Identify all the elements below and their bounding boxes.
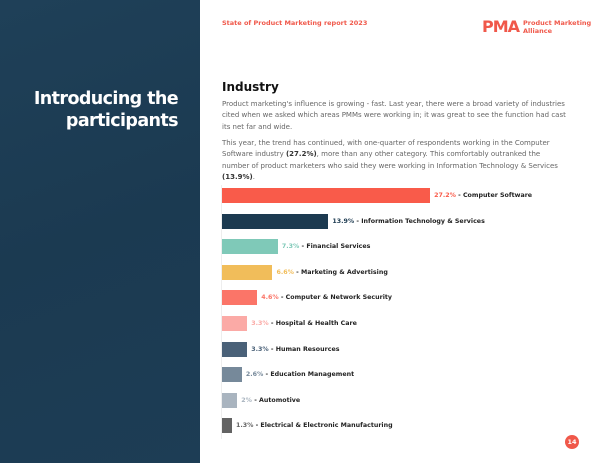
bar [222,213,329,229]
chart-row: 1.3% - Electrical & Electronic Manufactu… [222,418,393,434]
paragraph: Product marketing's influence is growing… [222,100,566,131]
chart-row: 2% - Automotive [222,392,301,408]
chart-row: 27.2% - Computer Software [222,188,532,203]
bar [222,290,258,306]
chart-axis [221,185,222,439]
logo-text: Product Marketing [523,18,592,27]
page-title: Introducing the participants [33,89,179,131]
category-label: Computer Software [462,192,533,199]
category-label: Education Management [270,371,355,379]
bar [222,392,238,408]
value-label: 1.3% [235,422,254,430]
chart-row: 13.9% - Information Technology & Service… [222,213,485,229]
chart-row: 6.6% - Marketing & Advertising [222,264,388,280]
value-label: 2% [241,396,252,404]
bar-label: 2.6% - Education Management [245,371,355,379]
bar-label: 3.3% - Human Resources [251,345,340,353]
bar-label: 27.2% - Computer Software [434,192,533,199]
bar-label: 4.6% - Computer & Network Security [261,294,392,302]
bar-label: 7.3% - Financial Services [281,243,371,251]
category-label: Human Resources [275,345,340,353]
pma-logo: PMA Product Marketing Alliance [482,17,591,36]
value-label: 27.2% [434,192,456,199]
category-label: Marketing & Advertising [300,268,388,276]
bar-label: 3.3% - Hospital & Health Care [251,320,357,327]
category-label: Financial Services [306,243,371,251]
bar-label: 6.6% - Marketing & Advertising [276,268,388,276]
category-label: Hospital & Health Care [275,320,357,327]
value-label: 3.3% [251,320,269,327]
bar [222,341,248,357]
category-label: Automotive [259,396,301,404]
bar [222,264,273,280]
logo-mark: PMA [482,17,520,36]
category-label: Electrical & Electronic Manufacturing [260,422,393,430]
bar-label: 13.9% - Information Technology & Service… [332,217,485,225]
section-heading: Industry [222,80,279,94]
bar-label: 1.3% - Electrical & Electronic Manufactu… [235,422,393,430]
paragraph: This year, the trend has continued, with… [222,139,558,181]
value-label: 6.6% [276,268,294,276]
report-title: State of Product Marketing report 2023 [222,19,368,27]
logo-text: Alliance [523,26,553,35]
chart-row: 4.6% - Computer & Network Security [222,290,392,306]
bar [222,239,278,255]
bar [222,367,242,383]
bar [222,418,232,434]
value-label: 4.6% [261,294,279,302]
value-label: 13.9% [332,217,355,225]
bar-label: 2% - Automotive [241,396,301,404]
left-panel: Introducing the participants [0,0,200,463]
page-number: 14 [565,435,579,449]
chart-row: 3.3% - Human Resources [222,341,340,357]
chart-row: 3.3% - Hospital & Health Care [222,316,357,331]
bar [222,188,431,203]
value-label: 3.3% [251,345,269,353]
category-label: Computer & Network Security [285,294,392,302]
chart-row: 7.3% - Financial Services [222,239,371,255]
chart-row: 2.6% - Education Management [222,367,355,383]
bar [222,316,248,331]
category-label: Information Technology & Services [361,217,485,225]
value-label: 7.3% [281,243,300,251]
value-label: 2.6% [245,371,264,379]
